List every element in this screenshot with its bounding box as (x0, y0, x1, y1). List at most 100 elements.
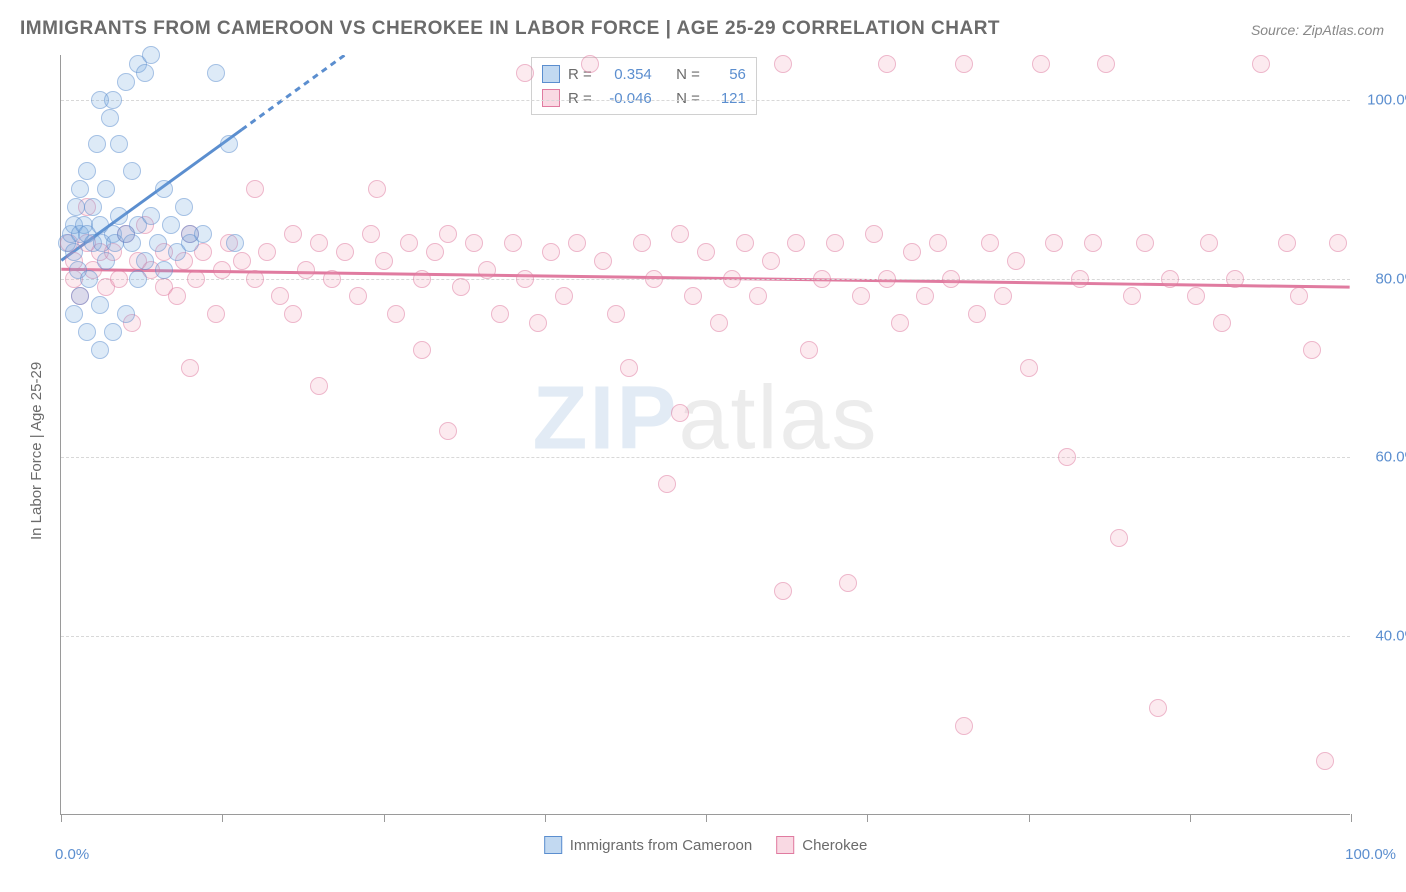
data-point (310, 377, 328, 395)
data-point (1045, 234, 1063, 252)
x-tick (706, 814, 707, 822)
data-point (684, 287, 702, 305)
data-point (400, 234, 418, 252)
data-point (97, 252, 115, 270)
data-point (787, 234, 805, 252)
data-point (671, 225, 689, 243)
y-tick-label: 80.0% (1375, 270, 1406, 287)
data-point (878, 270, 896, 288)
data-point (80, 270, 98, 288)
series-legend: Immigrants from CameroonCherokee (544, 836, 868, 854)
data-point (1110, 529, 1128, 547)
data-point (762, 252, 780, 270)
data-point (942, 270, 960, 288)
data-point (65, 305, 83, 323)
x-tick (545, 814, 546, 822)
data-point (149, 234, 167, 252)
data-point (594, 252, 612, 270)
x-tick (384, 814, 385, 822)
data-point (117, 305, 135, 323)
data-point (1316, 752, 1334, 770)
data-point (117, 73, 135, 91)
legend-series-name: Cherokee (802, 837, 867, 854)
legend-swatch (542, 65, 560, 83)
data-point (155, 180, 173, 198)
data-point (452, 278, 470, 296)
data-point (246, 180, 264, 198)
data-point (155, 261, 173, 279)
data-point (258, 243, 276, 261)
data-point (1123, 287, 1141, 305)
legend-row: R =0.354 N =56 (542, 62, 746, 86)
data-point (1097, 55, 1115, 73)
data-point (878, 55, 896, 73)
legend-swatch (776, 836, 794, 854)
data-point (633, 234, 651, 252)
watermark-light: atlas (678, 369, 878, 469)
data-point (478, 261, 496, 279)
data-point (465, 234, 483, 252)
data-point (426, 243, 444, 261)
data-point (916, 287, 934, 305)
data-point (516, 64, 534, 82)
data-point (310, 234, 328, 252)
data-point (671, 404, 689, 422)
scatter-chart: ZIPatlas R =0.354 N =56R =-0.046 N =121 … (60, 55, 1350, 815)
data-point (749, 287, 767, 305)
data-point (284, 305, 302, 323)
data-point (1149, 699, 1167, 717)
data-point (413, 270, 431, 288)
data-point (1303, 341, 1321, 359)
x-tick (1029, 814, 1030, 822)
data-point (233, 252, 251, 270)
data-point (88, 135, 106, 153)
data-point (491, 305, 509, 323)
data-point (78, 323, 96, 341)
x-axis-min-label: 0.0% (55, 846, 89, 863)
data-point (323, 270, 341, 288)
data-point (136, 252, 154, 270)
data-point (84, 198, 102, 216)
y-tick-label: 40.0% (1375, 628, 1406, 645)
data-point (955, 717, 973, 735)
legend-r-value: -0.046 (600, 90, 652, 107)
data-point (439, 422, 457, 440)
data-point (142, 207, 160, 225)
legend-n-value: 56 (708, 66, 746, 83)
data-point (1032, 55, 1050, 73)
data-point (284, 225, 302, 243)
data-point (297, 261, 315, 279)
data-point (110, 270, 128, 288)
watermark: ZIPatlas (532, 368, 878, 471)
data-point (1213, 314, 1231, 332)
data-point (516, 270, 534, 288)
legend-series-item: Cherokee (776, 836, 867, 854)
data-point (104, 91, 122, 109)
gridline (61, 636, 1350, 637)
data-point (220, 135, 238, 153)
data-point (903, 243, 921, 261)
data-point (162, 216, 180, 234)
data-point (1136, 234, 1154, 252)
data-point (1252, 55, 1270, 73)
data-point (1020, 359, 1038, 377)
data-point (1329, 234, 1347, 252)
data-point (362, 225, 380, 243)
x-tick (222, 814, 223, 822)
watermark-bold: ZIP (532, 369, 678, 469)
correlation-legend: R =0.354 N =56R =-0.046 N =121 (531, 57, 757, 115)
data-point (774, 55, 792, 73)
data-point (1290, 287, 1308, 305)
data-point (981, 234, 999, 252)
data-point (891, 314, 909, 332)
data-point (1200, 234, 1218, 252)
data-point (645, 270, 663, 288)
data-point (129, 270, 147, 288)
data-point (336, 243, 354, 261)
y-axis-label: In Labor Force | Age 25-29 (28, 362, 45, 540)
data-point (213, 261, 231, 279)
legend-n-label: N = (676, 90, 700, 107)
data-point (349, 287, 367, 305)
data-point (658, 475, 676, 493)
legend-n-value: 121 (708, 90, 746, 107)
